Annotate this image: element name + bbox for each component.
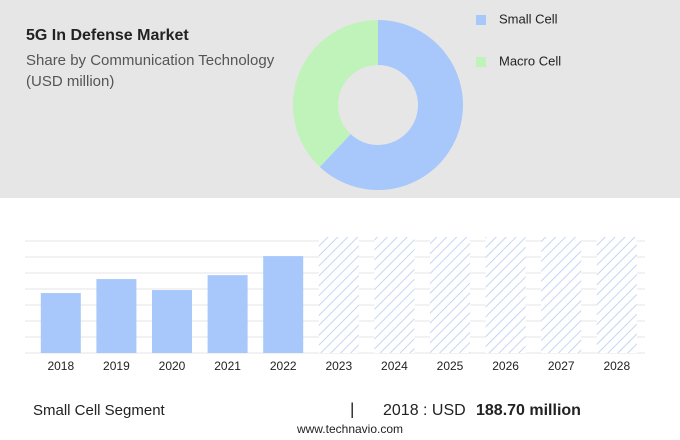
forecast-placeholder: [596, 237, 637, 353]
legend-swatch: [476, 15, 486, 25]
forecast-placeholder: [374, 237, 415, 353]
footer-segment: Small Cell Segment: [33, 402, 166, 419]
bar: [207, 275, 248, 353]
bar: [152, 290, 192, 353]
legend-label: Small Cell: [499, 11, 558, 26]
chart-title: 5G In Defense Market: [26, 27, 189, 44]
legend: Small Cell Macro Cell: [476, 11, 561, 68]
donut: [293, 20, 464, 190]
x-tick-label: 2024: [381, 359, 408, 373]
x-tick-label: 2027: [548, 359, 575, 373]
subtitle: Share by Communication Technology: [26, 52, 275, 69]
x-tick-label: 2023: [325, 359, 352, 373]
subtitle: (USD million): [26, 73, 114, 90]
donut-segment: [319, 20, 464, 190]
legend-label: Macro Cell: [499, 53, 561, 68]
bar-chart: 2018 2019 2020 2021 2022 2023 2024 2025 2026 2027…: [25, 237, 645, 373]
bar: [96, 279, 137, 353]
footer-separator: |: [350, 399, 354, 418]
donut-segment: [293, 20, 378, 167]
x-tick-label: 2020: [159, 359, 186, 373]
footer-year: 2018 : USD: [383, 402, 466, 419]
forecast-placeholder: [541, 237, 582, 353]
x-tick-label: 2025: [437, 359, 464, 373]
x-tick-label: 2021: [214, 359, 241, 373]
forecast-placeholder: [318, 237, 359, 353]
footer-source: www.technavio.com: [296, 422, 403, 436]
legend-swatch: [476, 57, 486, 67]
x-tick-label: 2018: [47, 359, 74, 373]
bar: [263, 256, 304, 353]
x-tick-label: 2019: [103, 359, 130, 373]
footer-highlight: 188.70 million: [476, 402, 581, 419]
x-tick-label: 2022: [270, 359, 297, 373]
x-tick-label: 2026: [492, 359, 519, 373]
forecast-placeholder: [485, 237, 526, 353]
forecast-placeholder: [430, 237, 470, 353]
x-tick-label: 2028: [603, 359, 630, 373]
bar: [40, 293, 81, 353]
